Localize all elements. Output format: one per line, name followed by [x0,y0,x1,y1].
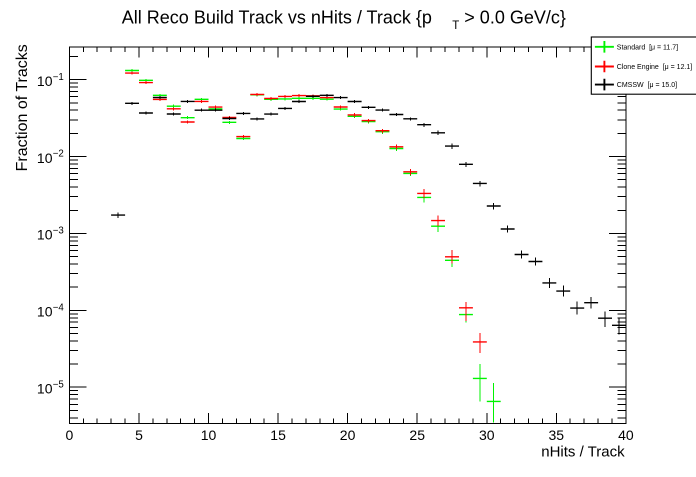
svg-text:0: 0 [66,427,74,443]
svg-text:10: 10 [37,150,53,166]
svg-text:Clone Engine [μ = 12.1]: Clone Engine [μ = 12.1] [617,64,693,71]
svg-text:Fraction of Tracks: Fraction of Tracks [14,44,31,171]
svg-text:nHits / Track: nHits / Track [541,444,625,461]
svg-text:15: 15 [270,427,286,443]
svg-text:−1: −1 [53,72,64,83]
svg-text:−3: −3 [53,226,64,237]
svg-text:−5: −5 [53,379,64,390]
svg-text:10: 10 [201,427,217,443]
svg-text:> 0.0 GeV/c}: > 0.0 GeV/c} [464,7,566,27]
svg-text:40: 40 [618,427,634,443]
svg-text:All Reco Build Track vs nHits: All Reco Build Track vs nHits / Track {p [122,7,432,27]
svg-text:CMSSW [μ = 15.0]: CMSSW [μ = 15.0] [617,82,677,89]
svg-text:Standard [μ = 11.7]: Standard [μ = 11.7] [617,44,678,51]
svg-text:25: 25 [409,427,425,443]
svg-text:T: T [452,20,459,32]
svg-text:35: 35 [549,427,565,443]
svg-text:5: 5 [135,427,143,443]
svg-text:10: 10 [37,381,53,397]
svg-text:10: 10 [37,73,53,89]
svg-text:20: 20 [340,427,356,443]
svg-text:30: 30 [479,427,495,443]
svg-text:−4: −4 [53,303,65,314]
svg-text:10: 10 [37,227,53,243]
svg-text:10: 10 [37,304,53,320]
svg-text:−2: −2 [53,149,64,160]
